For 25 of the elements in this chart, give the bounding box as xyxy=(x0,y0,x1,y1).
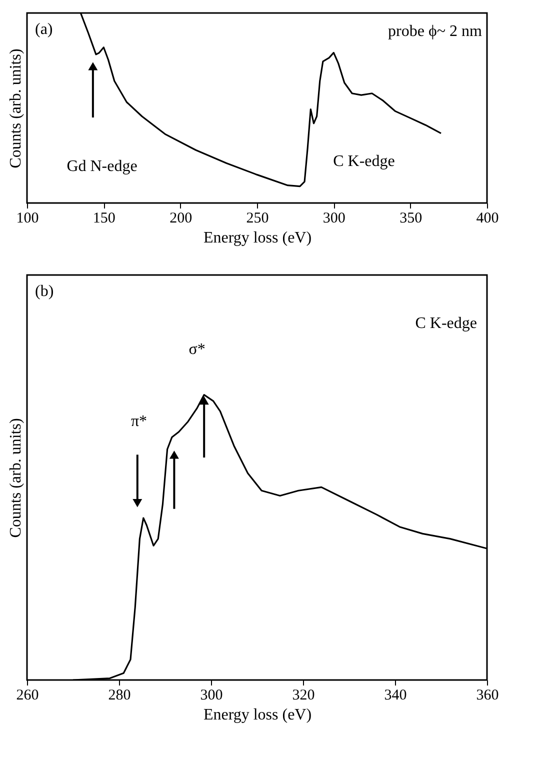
text: C K-edge xyxy=(415,315,477,332)
x-tick-label: 400 xyxy=(476,210,499,226)
x-axis-title: Energy loss (eV) xyxy=(203,706,312,724)
y-axis-title: Counts (arb. units) xyxy=(8,48,24,168)
x-tick-label: 350 xyxy=(400,210,422,226)
y-axis-title: Counts (arb. units) xyxy=(8,418,24,538)
x-tick-label: 280 xyxy=(108,688,131,704)
annotation: (a) xyxy=(35,21,53,38)
x-tick-label: 250 xyxy=(246,210,269,226)
x-tick-label: 300 xyxy=(322,210,346,226)
annotation: C K-edge xyxy=(333,153,395,170)
x-tick-label: 200 xyxy=(170,210,192,226)
x-tick-label: 340 xyxy=(384,688,407,704)
x-tick-label: 300 xyxy=(200,688,223,704)
annotation: probe ϕ~ 2 nm xyxy=(388,23,483,40)
x-tick-label: 260 xyxy=(16,688,39,704)
x-tick-label: 320 xyxy=(292,688,315,704)
annotation: Gd N-edge xyxy=(66,158,138,175)
x-tick-label: 360 xyxy=(476,688,499,704)
x-tick-label: 150 xyxy=(92,210,116,226)
x-tick-label: 100 xyxy=(16,210,39,226)
annotation: π* xyxy=(130,413,148,430)
text: σ* xyxy=(188,341,206,358)
text: (b) xyxy=(35,283,54,300)
x-axis-title: Energy loss (eV) xyxy=(203,230,312,246)
